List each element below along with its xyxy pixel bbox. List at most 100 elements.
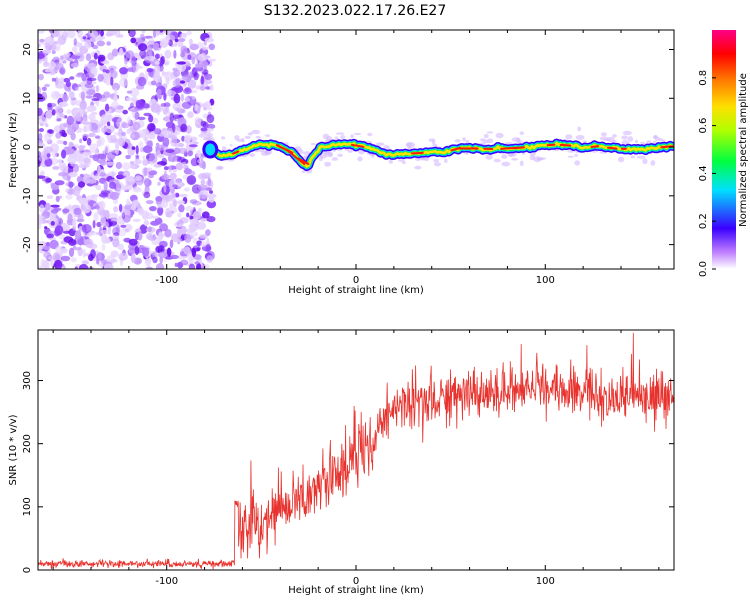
noise-blob xyxy=(117,228,127,237)
noise-blob xyxy=(194,63,204,69)
halo-blob xyxy=(215,165,224,171)
halo-blob xyxy=(324,161,331,167)
noise-blob xyxy=(169,254,179,260)
noise-blob xyxy=(164,130,171,134)
noise-blob xyxy=(65,81,71,88)
halo-blob xyxy=(255,135,261,139)
halo-blob xyxy=(642,158,648,165)
halo-blob xyxy=(431,139,436,145)
noise-blob xyxy=(147,37,155,42)
noise-blob xyxy=(70,63,79,68)
halo-blob xyxy=(622,130,632,136)
noise-blob xyxy=(60,166,64,171)
noise-blob xyxy=(147,226,152,233)
halo-blob xyxy=(241,137,245,143)
noise-blob xyxy=(162,137,170,147)
halo-blob xyxy=(249,153,255,158)
noise-blob xyxy=(70,97,78,106)
noise-blob xyxy=(204,37,215,43)
noise-blob xyxy=(92,81,97,85)
noise-blob xyxy=(78,146,85,151)
noise-blob xyxy=(183,187,191,192)
noise-blob xyxy=(60,255,71,262)
noise-blob xyxy=(149,152,158,163)
noise-blob xyxy=(152,251,158,259)
noise-blob xyxy=(50,90,61,100)
noise-blob xyxy=(105,103,110,112)
noise-blob xyxy=(65,52,71,57)
noise-blob xyxy=(66,115,74,126)
noise-blob xyxy=(75,144,79,149)
noise-blob xyxy=(101,244,106,251)
halo-blob xyxy=(536,158,544,161)
noise-blob xyxy=(104,144,110,154)
noise-blob xyxy=(80,205,87,211)
chart-title: S132.2023.022.17.26.E27 xyxy=(264,3,447,19)
noise-blob xyxy=(206,199,217,209)
noise-blob xyxy=(158,153,164,159)
noise-blob xyxy=(83,121,92,132)
noise-blob xyxy=(93,212,99,222)
noise-blob xyxy=(85,53,92,61)
noise-blob xyxy=(113,206,119,213)
noise-blob xyxy=(122,210,131,213)
halo-blob xyxy=(350,134,354,139)
noise-blob xyxy=(59,67,66,75)
noise-blob xyxy=(61,149,67,159)
noise-blob xyxy=(143,112,152,117)
halo-blob xyxy=(640,141,646,144)
noise-blob xyxy=(100,114,110,124)
noise-blob xyxy=(115,183,122,190)
noise-blob xyxy=(196,263,202,269)
noise-blob xyxy=(184,233,192,244)
noise-blob xyxy=(196,150,202,159)
noise-blob xyxy=(159,223,169,232)
noise-blob xyxy=(50,209,59,214)
noise-blob xyxy=(186,175,197,185)
noise-blob xyxy=(132,218,141,222)
noise-blob xyxy=(134,246,140,255)
noise-blob xyxy=(177,142,185,148)
noise-blob xyxy=(39,204,45,213)
halo-blob xyxy=(607,136,615,142)
colorbar-gradient xyxy=(712,30,736,269)
noise-blob xyxy=(45,177,52,183)
noise-blob xyxy=(90,194,100,198)
colorbar: 0.0 0.2 0.4 0.6 0.8 Normalized spectral ampl… xyxy=(698,30,749,277)
halo-blob xyxy=(635,139,638,144)
noise-blob xyxy=(180,123,188,133)
halo-blob xyxy=(337,153,343,157)
noise-blob xyxy=(198,189,209,200)
halo-blob xyxy=(340,135,346,140)
noise-blob xyxy=(110,134,117,144)
noise-blob xyxy=(173,69,181,78)
halo-blob xyxy=(617,156,625,163)
noise-blob xyxy=(130,37,137,44)
noise-blob xyxy=(191,96,196,100)
noise-blob xyxy=(139,224,148,234)
noise-blob xyxy=(66,109,71,114)
noise-blob xyxy=(97,54,106,62)
halo-blob xyxy=(229,144,233,147)
ridge-peak xyxy=(285,148,306,166)
halo-blob xyxy=(501,161,511,167)
noise-blob xyxy=(97,165,101,176)
halo-blob xyxy=(420,158,425,161)
noise-blob xyxy=(122,186,128,191)
y-tick-label: 10 xyxy=(22,92,33,105)
noise-blob xyxy=(175,192,180,198)
noise-blob xyxy=(83,157,92,166)
y-tick-label: 0 xyxy=(22,567,33,573)
noise-blob xyxy=(84,238,94,249)
halo-blob xyxy=(454,139,461,143)
noise-blob xyxy=(92,129,99,134)
ridge-start-inner xyxy=(205,143,216,156)
halo-blob xyxy=(303,151,311,155)
noise-blob xyxy=(206,193,217,199)
halo-blob xyxy=(465,139,469,144)
noise-blob xyxy=(73,114,77,125)
noise-blob xyxy=(183,88,192,95)
noise-blob xyxy=(209,84,214,91)
noise-blob xyxy=(98,97,108,102)
noise-blob xyxy=(73,38,78,46)
